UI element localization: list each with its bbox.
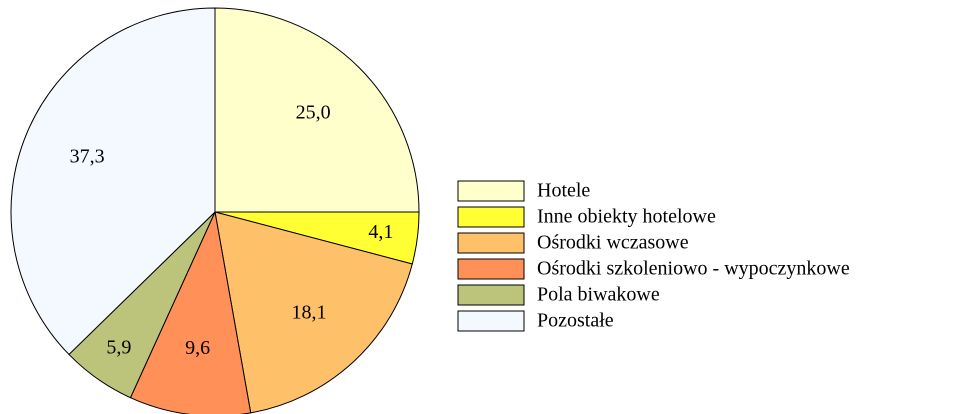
slice-label: 5,9 (106, 336, 131, 358)
pie-slice (214, 7, 420, 213)
legend-label: Hotele (537, 180, 590, 202)
slice-label: 25,0 (296, 102, 331, 124)
legend-label: Pola biwakowe (537, 284, 660, 306)
slice-label: 4,1 (368, 221, 393, 243)
pie-slice (214, 211, 413, 414)
pie-slice (10, 7, 216, 356)
slice-label: 37,3 (70, 146, 105, 168)
legend-label: Inne obiekty hotelowe (537, 206, 716, 228)
legend-label: Ośrodki wczasowe (537, 232, 689, 254)
legend-label: Pozostałe (537, 310, 614, 332)
legend-swatch (457, 206, 525, 228)
legend-swatch (457, 310, 525, 332)
slice-label: 9,6 (185, 337, 210, 359)
legend-label: Ośrodki szkoleniowo - wypoczynkowe (537, 258, 850, 280)
legend-swatch (457, 284, 525, 306)
legend-swatch (457, 180, 525, 202)
legend-swatch (457, 258, 525, 280)
slice-label: 18,1 (292, 302, 327, 324)
legend-swatch (457, 232, 525, 254)
